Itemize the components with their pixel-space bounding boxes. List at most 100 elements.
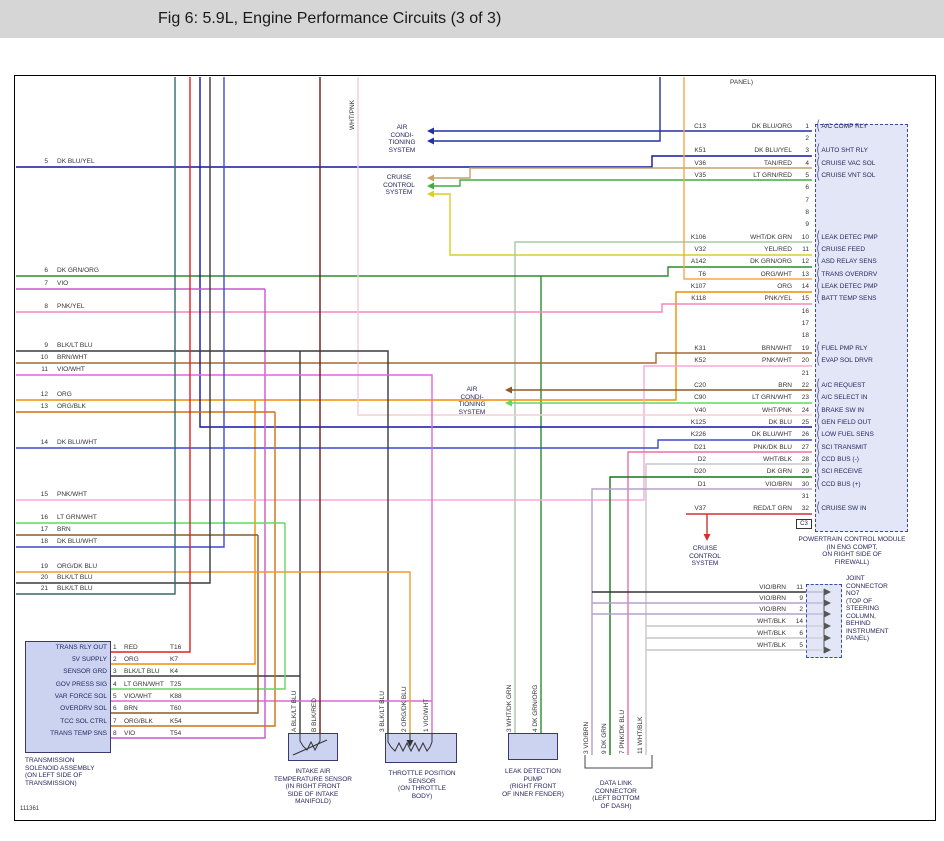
pcm-circuit-id: K226 <box>690 431 706 439</box>
solenoid-wire-color: VIO/WHT <box>124 692 152 700</box>
solenoid-terminal-id: K88 <box>170 692 182 700</box>
pin-group-brace: ( <box>817 415 820 429</box>
left-wire-number: 21 <box>40 585 48 592</box>
pcm-caption: POWERTRAIN CONTROL MODULE (IN ENG COMPT, O… <box>799 536 906 566</box>
pcm-function-text: TRANS OVERDRV <box>821 270 878 278</box>
pcm-function-label: (A/C SELECT IN <box>817 391 867 404</box>
tps-caption: THROTTLE POSITION SENSOR (ON THROTTLE BODY) <box>388 770 455 800</box>
panel-continuation-label: PANEL) <box>730 79 753 86</box>
figure-title: Fig 6: 5.9L, Engine Performance Circuits… <box>158 10 502 27</box>
pcm-function-label: (EVAP SOL DRVR <box>817 353 873 367</box>
pcm-pin-number: 16 <box>801 307 809 315</box>
pcm-circuit-id: D1 <box>697 480 706 488</box>
pcm-function-text: CRUISE FEED <box>821 246 866 253</box>
solenoid-function-label: OVERDRV SOL <box>60 704 107 712</box>
dlc-caption-line: OF DASH) <box>600 802 632 810</box>
solenoid-pin-number: 8 <box>113 729 117 737</box>
pcm-wire-color: ORG/WHT <box>760 270 792 278</box>
pcm-wire-color: DK BLU/WHT <box>751 431 792 439</box>
pin-group-brace: ( <box>817 465 820 478</box>
pcm-pin-number: 8 <box>805 208 809 216</box>
joint-wire-color: WHT/BLK <box>757 617 786 625</box>
pin-group-brace: ( <box>817 156 820 169</box>
left-wire-number: 9 <box>44 342 48 349</box>
pcm-pin-number: 11 <box>802 246 809 253</box>
joint-wire-color: WHT/BLK <box>757 641 786 649</box>
left-wire-number: 16 <box>40 514 48 521</box>
joint-connector-caption-line: CONNECTOR <box>846 582 888 590</box>
pin-group-brace: ( <box>817 452 820 466</box>
dlc-pin-7-label: 7 PNK/DK BLU <box>619 709 626 754</box>
pcm-function-text: FUEL PMP RLY <box>821 344 868 352</box>
joint-pin-number: 14 <box>795 617 803 625</box>
pcm-function-text: SCI RECEIVE <box>821 468 863 476</box>
pcm-caption-line: POWERTRAIN CONTROL MODULE <box>798 536 906 543</box>
pcm-wire-color: DK BLU <box>768 418 792 426</box>
left-wire-number: 18 <box>40 538 48 545</box>
ac-system-mid-line: SYSTEM <box>458 408 486 416</box>
pcm-function-label: (SCI RECEIVE <box>817 465 863 478</box>
joint-connector-caption-line: PANEL) <box>846 635 869 642</box>
dlc-caption-line: CONNECTOR <box>595 787 637 795</box>
pcm-function-text: LOW FUEL SENS <box>821 431 874 439</box>
solenoid-terminal-id: K4 <box>170 667 178 675</box>
cruise-system-top-line: CRUISE <box>386 174 412 181</box>
pcm-pin-number: 28 <box>801 455 809 463</box>
left-wire-label: BRN/WHT <box>57 354 88 361</box>
pcm-circuit-id: K52 <box>694 357 706 365</box>
pin-group-brace: ( <box>817 353 820 367</box>
pcm-wire-color: RED/LT GRN <box>753 505 792 513</box>
tps-caption-line: (ON THROTTLE <box>398 785 446 792</box>
solenoid-pin-number: 3 <box>113 667 117 675</box>
pcm-pin-number: 13 <box>801 270 809 278</box>
pcm-function-text: ASD RELAY SENS <box>821 258 877 266</box>
pcm-circuit-id: D21 <box>694 443 706 451</box>
iat-pin-a-label: A BLK/LT BLU <box>291 690 298 732</box>
pcm-function-text: CRUISE VNT SOL <box>821 171 876 179</box>
left-wire-label: BLK/LT BLU <box>57 585 93 592</box>
left-wire-label: LT GRN/WHT <box>57 514 97 521</box>
pcm-function-label: (LEAK DETEC PMP <box>817 230 878 243</box>
left-wire-number: 11 <box>41 366 48 373</box>
ldp-caption-line: (RIGHT FRONT <box>509 783 557 790</box>
left-wire-number: 7 <box>44 280 48 287</box>
pcm-pin-number: 18 <box>801 332 809 340</box>
solenoid-wire-color: ORG/BLK <box>124 717 153 725</box>
solenoid-function-label: TRANS RLY OUT <box>55 643 107 651</box>
left-wire-number: 8 <box>44 303 48 310</box>
ac-system-mid-line: TIONING <box>458 401 486 408</box>
pin-group-brace: ( <box>817 143 820 157</box>
pcm-function-label: (CRUISE VNT SOL <box>817 169 876 182</box>
pcm-wire-color: VIO/BRN <box>765 480 792 488</box>
left-wire-label: DK BLU/WHT <box>57 439 98 446</box>
joint-connector-caption-line: NO7 <box>846 590 860 597</box>
pcm-caption-line: (IN ENG COMPT, <box>826 543 878 551</box>
pcm-function-label: (GEN FIELD OUT <box>817 415 872 429</box>
pin-group-brace: ( <box>817 428 820 441</box>
solenoid-wire-color: VIO <box>124 729 136 737</box>
pin-group-brace: ( <box>817 292 820 305</box>
joint-connector-caption-line: INSTRUMENT <box>846 627 889 635</box>
ac-system-top-line: CONDI- <box>390 131 414 139</box>
left-wire-number: 20 <box>40 574 48 581</box>
left-wire-label: VIO <box>57 280 69 287</box>
ac-system-mid: AIR CONDI- TIONING SYSTEM <box>458 386 485 416</box>
joint-wire-color: WHT/BLK <box>757 629 786 637</box>
pcm-function-label: (BRAKE SW IN <box>817 403 864 416</box>
left-wire-label: PNK/WHT <box>57 491 87 498</box>
pcm-circuit-id: K125 <box>690 418 706 426</box>
joint-wire-color: VIO/BRN <box>759 605 786 613</box>
cruise-system-top-line: SYSTEM <box>385 189 413 196</box>
pcm-wire-color: PNK/WHT <box>762 357 792 365</box>
pcm-pin-number: 29 <box>801 468 809 476</box>
pcm-pin-number: 5 <box>805 171 809 179</box>
tps-caption-line: THROTTLE POSITION <box>388 770 456 777</box>
solenoid-function-label: TCC SOL CTRL <box>60 717 107 725</box>
pcm-function-text: GEN FIELD OUT <box>821 418 872 426</box>
solenoid-pin-number: 2 <box>113 655 117 663</box>
solenoid-wire-color: LT GRN/WHT <box>124 680 164 688</box>
pin-group-brace: ( <box>817 502 820 515</box>
pcm-function-text: CRUISE SW IN <box>821 505 867 513</box>
leak-detection-pump-box <box>508 733 558 760</box>
pcm-pin-number: 15 <box>801 295 809 303</box>
